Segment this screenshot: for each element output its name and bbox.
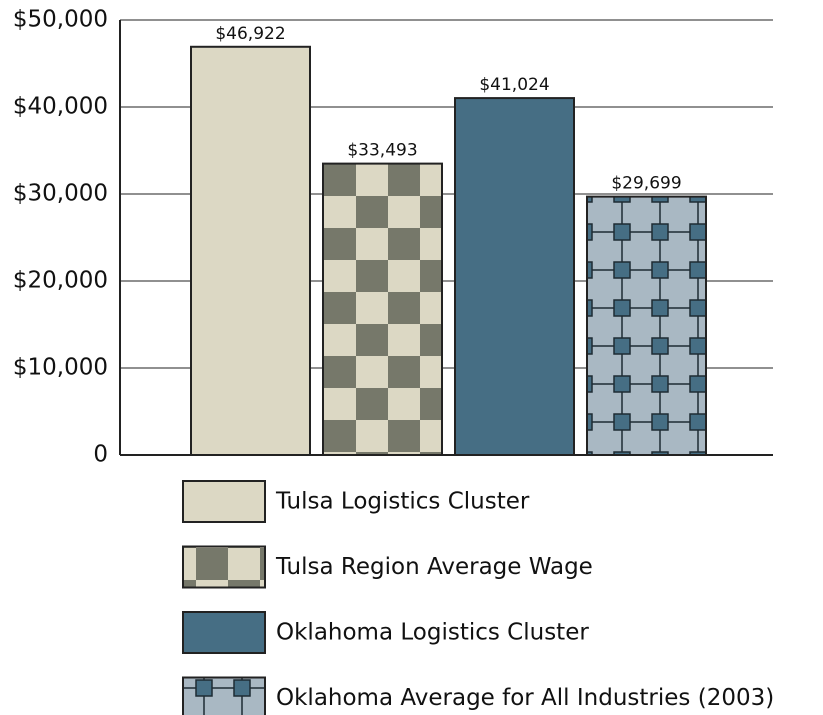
legend-label: Tulsa Region Average Wage: [275, 554, 593, 580]
legend-swatch: [182, 545, 266, 589]
legend-label: Oklahoma Logistics Cluster: [276, 620, 589, 646]
value-label: $33,493: [347, 141, 417, 161]
y-tick-label: $20,000: [13, 268, 108, 294]
y-tick-label: $50,000: [13, 7, 108, 33]
value-label: $29,699: [611, 174, 681, 194]
y-tick-label: $40,000: [13, 94, 108, 120]
legend-swatch: [182, 611, 266, 654]
bar: [190, 45, 311, 457]
bar: [454, 97, 575, 457]
y-tick-label: $30,000: [13, 181, 108, 207]
legend-label: Oklahoma Average for All Industries (200…: [276, 685, 774, 711]
bar: [322, 162, 443, 456]
bar: [586, 195, 707, 456]
y-tick-label: $10,000: [13, 355, 108, 381]
value-label: $41,024: [479, 75, 549, 95]
y-tick-label: 0: [93, 442, 108, 468]
legend-swatch: [182, 480, 266, 523]
legend-swatch: [182, 676, 266, 715]
value-label: $46,922: [215, 24, 285, 44]
legend-label: Tulsa Logistics Cluster: [275, 489, 530, 515]
